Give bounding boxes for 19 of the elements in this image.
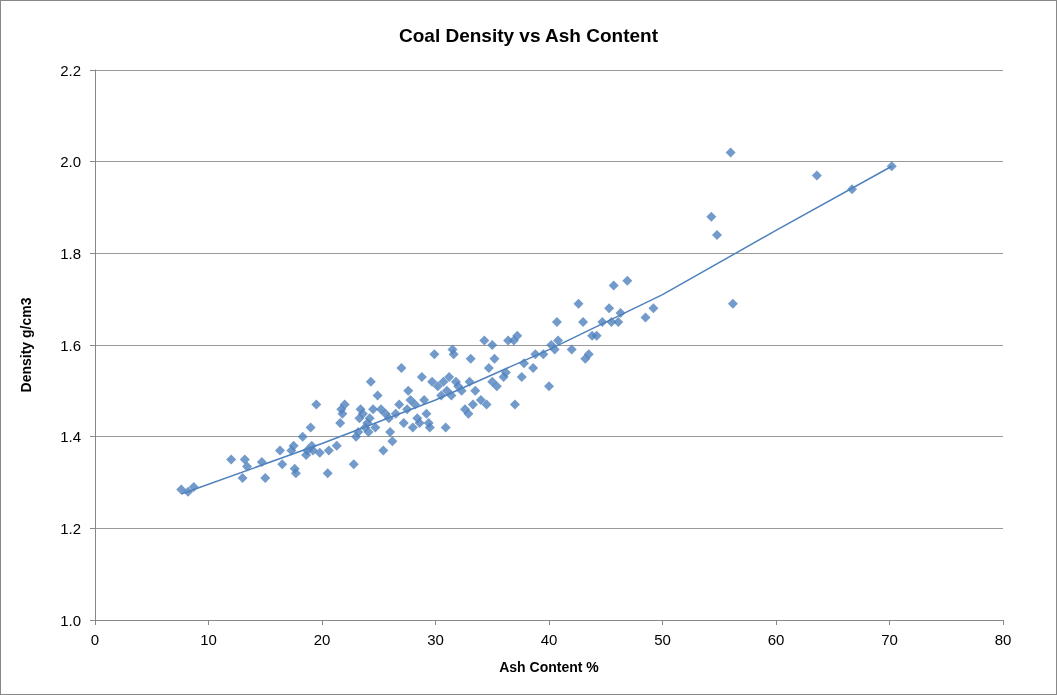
y-tick-label: 1.8 (60, 244, 81, 262)
x-tick-label: 70 (881, 631, 898, 648)
x-tick-label: 20 (313, 631, 331, 648)
x-tick-label: 50 (654, 631, 671, 648)
x-tick-label: 10 (200, 631, 217, 648)
x-tick-label: 80 (994, 631, 1012, 648)
chart-title: Coal Density vs Ash Content (398, 25, 659, 46)
x-axis-title: Ash Content % (499, 659, 600, 675)
x-tick-label: 0 (90, 631, 100, 648)
y-tick-label: 1.6 (60, 336, 81, 354)
x-tick-label: 40 (540, 631, 558, 648)
y-axis-title: Density g/cm3 (18, 297, 34, 393)
y-tick-label: 1.2 (60, 519, 81, 537)
y-tick-label: 1.4 (60, 428, 81, 446)
x-tick-label: 60 (767, 631, 785, 648)
y-tick-label: 2.0 (60, 153, 81, 171)
y-tick-label: 1.0 (60, 611, 81, 629)
y-tick-label: 2.2 (60, 61, 81, 79)
x-tick-label: 30 (427, 631, 444, 648)
